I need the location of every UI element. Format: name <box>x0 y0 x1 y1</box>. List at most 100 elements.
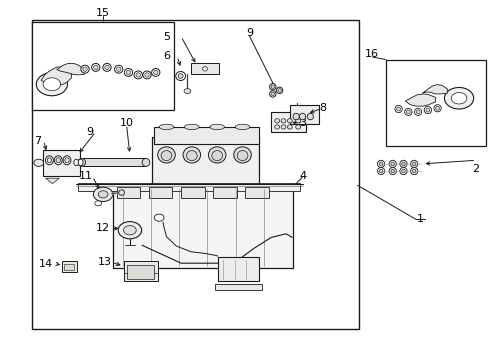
Ellipse shape <box>401 169 405 173</box>
Text: 9: 9 <box>245 28 252 38</box>
Circle shape <box>118 222 142 239</box>
Ellipse shape <box>211 150 222 161</box>
Ellipse shape <box>74 159 79 166</box>
Text: 2: 2 <box>471 164 479 174</box>
Ellipse shape <box>142 158 150 166</box>
Ellipse shape <box>435 106 439 110</box>
Ellipse shape <box>394 105 402 113</box>
Bar <box>64 264 74 270</box>
Bar <box>43 149 80 176</box>
Ellipse shape <box>237 150 247 161</box>
Ellipse shape <box>281 125 285 129</box>
Ellipse shape <box>78 158 85 166</box>
Circle shape <box>444 87 473 109</box>
Ellipse shape <box>119 190 124 195</box>
Ellipse shape <box>159 124 173 130</box>
Ellipse shape <box>276 87 282 94</box>
Circle shape <box>43 78 61 91</box>
Ellipse shape <box>63 156 71 165</box>
Ellipse shape <box>406 110 409 114</box>
Ellipse shape <box>269 91 275 97</box>
Text: 8: 8 <box>318 103 325 113</box>
Ellipse shape <box>390 169 394 173</box>
Bar <box>290 105 318 125</box>
Ellipse shape <box>124 68 132 76</box>
Ellipse shape <box>175 72 185 81</box>
Ellipse shape <box>377 167 384 175</box>
Ellipse shape <box>45 156 53 165</box>
Ellipse shape <box>126 70 130 75</box>
Polygon shape <box>41 67 71 87</box>
Ellipse shape <box>396 107 400 111</box>
Ellipse shape <box>410 167 417 175</box>
Ellipse shape <box>274 125 279 129</box>
Polygon shape <box>422 85 447 94</box>
Polygon shape <box>45 178 59 184</box>
Ellipse shape <box>388 160 396 167</box>
Bar <box>215 284 261 291</box>
Ellipse shape <box>235 124 249 130</box>
Bar <box>149 187 172 198</box>
Ellipse shape <box>151 68 160 76</box>
Ellipse shape <box>281 119 285 123</box>
Text: 16: 16 <box>365 49 379 59</box>
Bar <box>152 137 259 184</box>
Bar <box>32 22 173 110</box>
Bar <box>154 127 259 144</box>
Ellipse shape <box>299 113 305 120</box>
Ellipse shape <box>78 159 83 166</box>
Ellipse shape <box>93 65 98 69</box>
Ellipse shape <box>390 162 394 166</box>
Ellipse shape <box>404 108 411 116</box>
Text: 5: 5 <box>163 32 170 41</box>
Ellipse shape <box>410 160 417 167</box>
Bar <box>245 187 268 198</box>
Ellipse shape <box>142 71 151 79</box>
Ellipse shape <box>104 65 109 69</box>
Ellipse shape <box>233 147 251 163</box>
Ellipse shape <box>399 167 407 175</box>
Ellipse shape <box>56 158 61 163</box>
Ellipse shape <box>54 156 62 165</box>
Ellipse shape <box>136 73 140 77</box>
Bar <box>123 261 158 281</box>
Text: 13: 13 <box>98 257 111 267</box>
Bar <box>271 112 306 132</box>
Bar <box>113 187 293 268</box>
Bar <box>61 261 77 272</box>
Ellipse shape <box>425 108 429 112</box>
Ellipse shape <box>287 125 292 129</box>
Circle shape <box>154 214 163 221</box>
Circle shape <box>98 191 108 198</box>
Polygon shape <box>405 94 435 106</box>
Bar <box>32 21 358 329</box>
Ellipse shape <box>161 150 171 161</box>
Ellipse shape <box>153 70 158 75</box>
Bar <box>217 257 259 281</box>
Bar <box>385 60 485 146</box>
Ellipse shape <box>414 108 421 116</box>
Ellipse shape <box>202 67 207 71</box>
Ellipse shape <box>144 73 149 77</box>
Text: 3: 3 <box>299 118 306 128</box>
Ellipse shape <box>379 169 382 173</box>
Ellipse shape <box>102 63 111 71</box>
Ellipse shape <box>295 125 300 129</box>
Ellipse shape <box>399 160 407 167</box>
Ellipse shape <box>208 147 225 163</box>
Text: 6: 6 <box>163 51 170 61</box>
Ellipse shape <box>183 147 200 163</box>
Bar <box>213 187 236 198</box>
Ellipse shape <box>186 150 197 161</box>
Text: 7: 7 <box>34 136 41 145</box>
Ellipse shape <box>270 85 274 89</box>
Ellipse shape <box>91 63 100 71</box>
Circle shape <box>123 226 136 235</box>
Text: 9: 9 <box>86 127 93 136</box>
Ellipse shape <box>412 162 415 166</box>
Text: 10: 10 <box>119 118 133 128</box>
Ellipse shape <box>287 119 292 123</box>
Ellipse shape <box>184 124 199 130</box>
Ellipse shape <box>158 147 175 163</box>
Ellipse shape <box>415 110 419 114</box>
